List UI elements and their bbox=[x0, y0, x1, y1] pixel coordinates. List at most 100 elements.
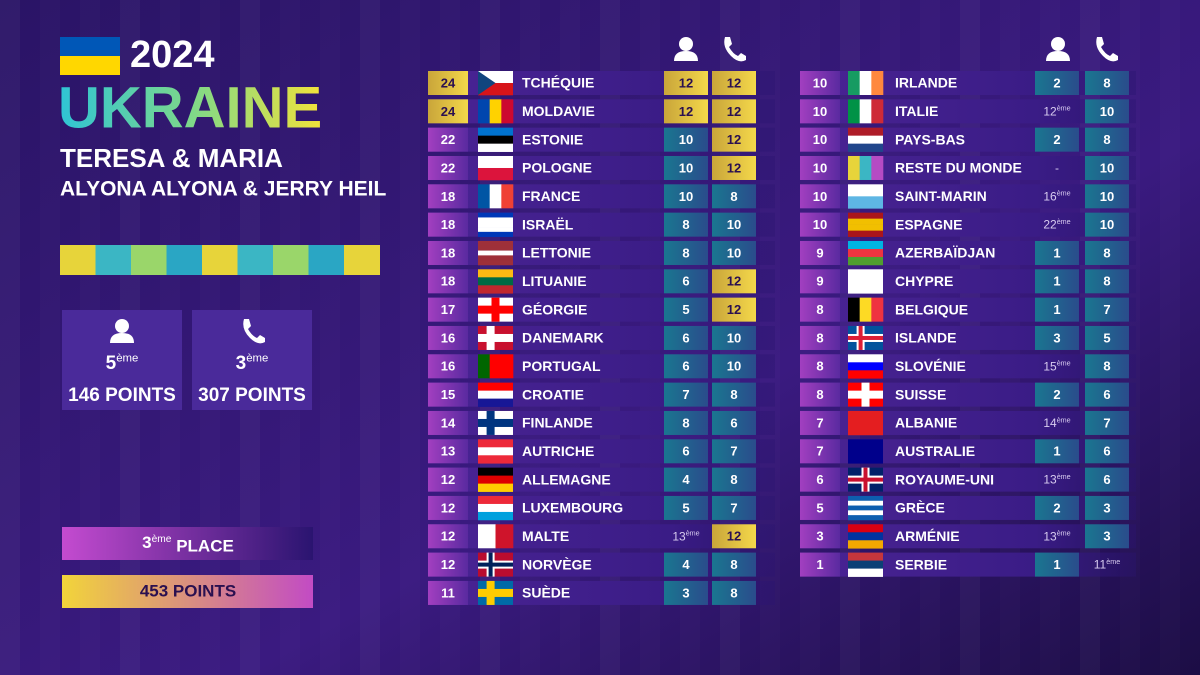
total-box bbox=[800, 439, 840, 464]
televote-box bbox=[712, 155, 756, 180]
flag-part bbox=[859, 155, 872, 180]
flag-part bbox=[848, 127, 883, 136]
televote-points: 8 bbox=[1103, 75, 1110, 90]
total: 12 bbox=[441, 529, 455, 544]
televote-points: 8 bbox=[1103, 245, 1110, 260]
total: 18 bbox=[441, 189, 455, 204]
flag-part bbox=[848, 500, 883, 506]
flag-part bbox=[478, 260, 513, 266]
jury-points: 7 bbox=[682, 387, 689, 402]
flag-part bbox=[848, 410, 883, 436]
total: 7 bbox=[816, 444, 823, 459]
televote-points: 7 bbox=[730, 444, 737, 459]
total: 6 bbox=[816, 472, 823, 487]
jury-points: 10 bbox=[679, 160, 693, 175]
televote-points: 8 bbox=[1103, 132, 1110, 147]
jury-box bbox=[664, 467, 708, 492]
flag-part bbox=[478, 333, 513, 342]
total: 15 bbox=[441, 387, 455, 402]
country: ITALIE bbox=[895, 103, 938, 119]
flag-part bbox=[478, 167, 513, 181]
jury-box bbox=[664, 297, 708, 322]
flag-part bbox=[848, 212, 883, 219]
total: 8 bbox=[816, 387, 823, 402]
jury-points: 8 bbox=[682, 415, 689, 430]
total: 10 bbox=[813, 75, 827, 90]
televote-points: 8 bbox=[730, 585, 737, 600]
jury-points: 12 bbox=[679, 75, 693, 90]
flag-part bbox=[478, 143, 513, 152]
flag-part bbox=[848, 224, 883, 231]
flag-part bbox=[478, 467, 513, 476]
flag-part bbox=[478, 240, 513, 247]
country: CROATIE bbox=[522, 386, 584, 402]
televote-box bbox=[1085, 99, 1129, 124]
flag-part bbox=[848, 99, 860, 124]
televote-points: 6 bbox=[1103, 472, 1110, 487]
jury-box bbox=[664, 580, 708, 605]
jury-box bbox=[1035, 297, 1079, 322]
color-bar bbox=[60, 245, 380, 275]
row: 8 SLOVÉNIE 15ème 8 bbox=[800, 354, 1136, 379]
total: 8 bbox=[816, 302, 823, 317]
flag-part bbox=[848, 256, 883, 266]
row: 10 IRLANDE 2 8 bbox=[800, 71, 1136, 95]
televote-points: 7 bbox=[1103, 415, 1110, 430]
flag-part bbox=[478, 398, 513, 407]
televote-points: 12 bbox=[727, 132, 741, 147]
televote-box bbox=[1085, 354, 1129, 379]
total: 7 bbox=[816, 415, 823, 430]
total-box bbox=[428, 524, 468, 549]
total-box bbox=[428, 410, 468, 435]
total-box bbox=[800, 155, 840, 180]
total-box bbox=[800, 297, 840, 322]
jury-points: 4 bbox=[682, 472, 690, 487]
jury-box bbox=[664, 155, 708, 180]
jury-box bbox=[664, 354, 708, 379]
country: FINLANDE bbox=[522, 415, 593, 431]
flag-part bbox=[848, 370, 883, 379]
televote-points: 11ème bbox=[1094, 557, 1120, 572]
televote-points: 8 bbox=[730, 472, 737, 487]
row: 12 MALTE 13ème 12 bbox=[428, 524, 775, 549]
flag-part bbox=[478, 269, 513, 278]
total: 17 bbox=[441, 302, 455, 317]
total-box bbox=[800, 184, 840, 209]
row: 7 ALBANIE 14ème 7 bbox=[800, 410, 1136, 436]
total: 8 bbox=[816, 330, 823, 345]
flag-part bbox=[489, 184, 502, 209]
bar-segment bbox=[95, 245, 132, 275]
televote-box bbox=[1085, 240, 1129, 265]
televote-points: 10 bbox=[727, 245, 741, 260]
place-bar bbox=[62, 527, 313, 560]
televote-points: 8 bbox=[1103, 359, 1110, 374]
televote-box bbox=[1085, 212, 1129, 237]
country: ARMÉNIE bbox=[895, 528, 960, 544]
total: 3 bbox=[816, 529, 823, 544]
flag-part bbox=[478, 285, 513, 294]
jury-box bbox=[664, 240, 708, 265]
jury-points: 6 bbox=[682, 274, 689, 289]
flag-part bbox=[848, 218, 883, 225]
flag-part bbox=[848, 390, 883, 399]
country: LETTONIE bbox=[522, 245, 591, 261]
row: 8 SUISSE 2 6 bbox=[800, 382, 1136, 407]
flag-part bbox=[848, 515, 883, 521]
total-box bbox=[428, 212, 468, 237]
total-box bbox=[800, 524, 840, 549]
total-box bbox=[800, 382, 840, 407]
flag-part bbox=[848, 495, 883, 502]
jury-points: 12 bbox=[679, 104, 693, 119]
flag-part bbox=[478, 135, 513, 144]
row: 18 ISRAËL 8 10 bbox=[428, 212, 775, 237]
flag-part bbox=[848, 297, 860, 322]
flag-part bbox=[848, 269, 883, 294]
televote-points: 8 bbox=[730, 387, 737, 402]
total-box bbox=[800, 127, 840, 152]
televote-box bbox=[712, 382, 756, 407]
row: 10 PAYS-BAS 2 8 bbox=[800, 127, 1136, 152]
flag-part bbox=[848, 248, 883, 258]
flag-part bbox=[478, 588, 513, 597]
phone-icon bbox=[724, 37, 746, 62]
